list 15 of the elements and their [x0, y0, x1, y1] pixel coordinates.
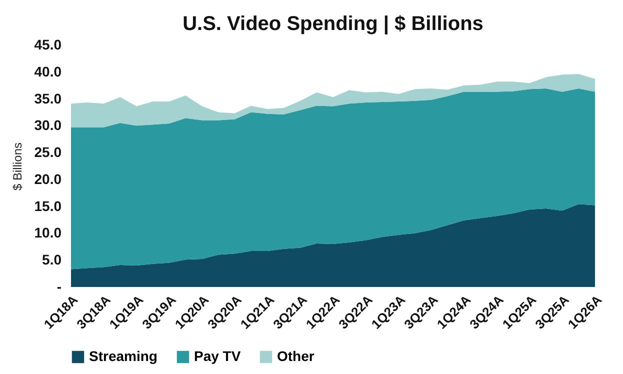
y-tick-label: 35.0	[34, 90, 62, 106]
y-tick-label: 25.0	[34, 144, 62, 160]
y-tick-label: 10.0	[34, 224, 62, 241]
y-tick-label: 40.0	[34, 63, 62, 80]
y-axis-title: $ Billions	[10, 142, 24, 191]
legend-label: Other	[277, 348, 315, 364]
y-tick-label: 5.0	[42, 252, 62, 268]
legend-label: Pay TV	[194, 348, 242, 364]
y-tick-label: 15.0	[34, 198, 62, 214]
y-tick-label: 20.0	[34, 170, 62, 187]
chart-title: U.S. Video Spending | $ Billions	[182, 13, 484, 35]
y-tick-label: 45.0	[34, 36, 62, 52]
legend-label: Streaming	[89, 348, 158, 364]
y-tick-label: -	[56, 278, 62, 294]
y-tick-label: 30.0	[34, 117, 62, 134]
